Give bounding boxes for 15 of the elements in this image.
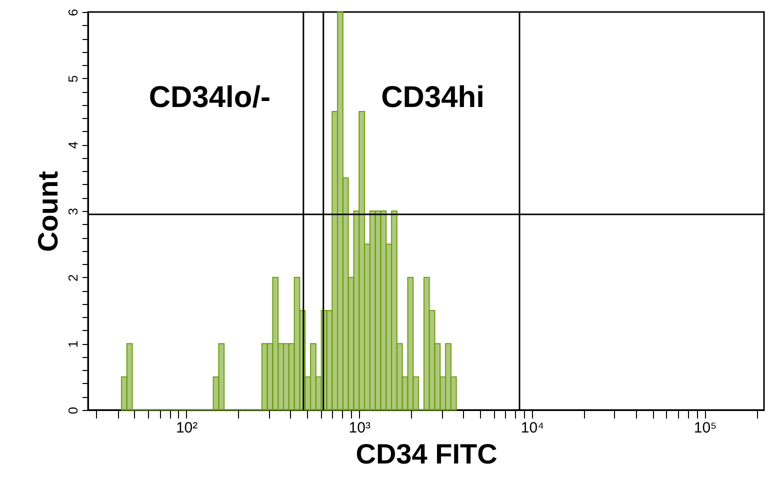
annotation: CD34lo/- [148, 81, 271, 114]
x-tick-label: 10² [176, 420, 198, 436]
y-axis-title: Count [32, 171, 64, 252]
y-tick-label: 1 [66, 340, 80, 348]
y-tick-label: 0 [66, 406, 80, 414]
x-tick-label: 10³ [348, 420, 370, 436]
y-tick-label: 6 [66, 8, 80, 16]
annotation: CD34hi [381, 81, 484, 114]
x-tick-label: 10⁵ [694, 420, 717, 436]
x-axis-title: CD34 FITC [356, 438, 498, 470]
y-tick-label: 3 [66, 208, 80, 216]
x-tick-label: 10⁴ [520, 420, 544, 436]
y-tick-label: 2 [66, 274, 80, 282]
y-tick-label: 4 [66, 142, 80, 149]
y-tick-label: 5 [66, 75, 80, 82]
